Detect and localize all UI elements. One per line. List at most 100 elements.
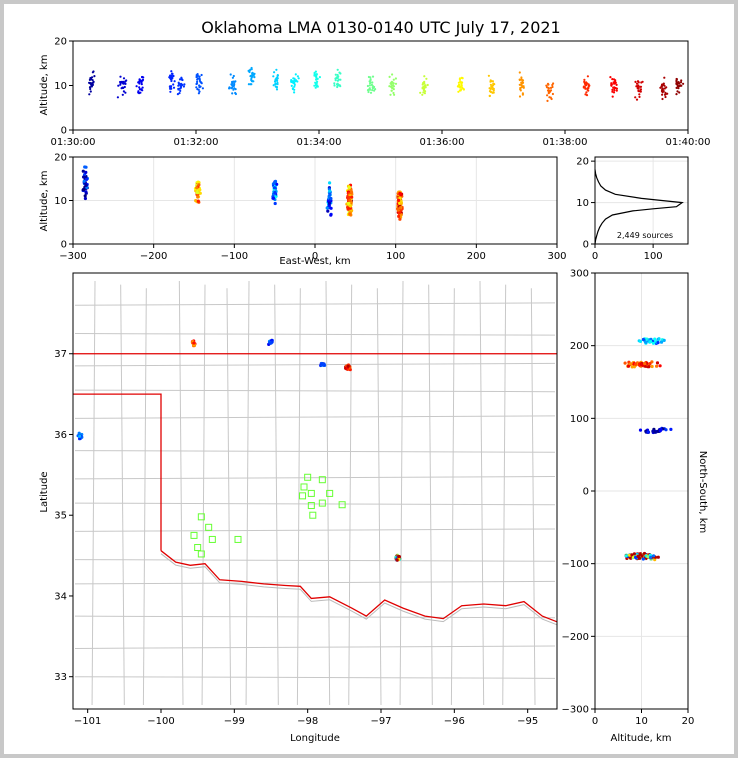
source-point <box>396 207 400 211</box>
source-point <box>336 68 339 71</box>
county-line <box>160 553 558 626</box>
y-tick-label: −200 <box>562 632 589 643</box>
source-point <box>84 165 88 169</box>
source-point <box>346 364 350 368</box>
source-point <box>368 84 371 87</box>
lma-station-marker <box>309 511 317 519</box>
x-tick-label: 01:30:00 <box>51 137 96 148</box>
county-line <box>226 288 232 706</box>
source-point <box>551 85 554 89</box>
source-point <box>333 82 336 85</box>
source-point <box>637 89 640 92</box>
source-point <box>251 71 254 74</box>
source-point <box>141 86 144 89</box>
source-point <box>459 89 462 92</box>
y-axis-label: North-South, km <box>697 451 708 534</box>
county-line <box>296 288 301 706</box>
y-tick-label: 100 <box>570 414 589 425</box>
source-point <box>329 213 333 217</box>
source-point <box>333 84 336 87</box>
source-point <box>93 75 96 78</box>
source-point <box>680 79 683 82</box>
y-tick-label: 33 <box>54 672 67 683</box>
source-count-label: 2,449 sources <box>617 231 673 240</box>
source-point <box>634 555 638 560</box>
source-point <box>634 96 637 99</box>
x-tick-label: 300 <box>547 251 566 262</box>
source-point <box>626 364 631 368</box>
source-point <box>644 340 648 344</box>
source-point <box>652 554 656 558</box>
source-point <box>371 84 374 87</box>
source-point <box>614 81 617 84</box>
state-border <box>73 393 162 551</box>
source-point <box>275 182 279 186</box>
source-point <box>234 88 237 91</box>
source-point <box>655 364 659 368</box>
source-point <box>397 554 401 559</box>
source-point <box>271 196 276 200</box>
lma-station-marker <box>318 476 326 484</box>
source-point <box>274 82 277 85</box>
source-point <box>196 195 200 199</box>
source-point <box>296 75 299 78</box>
county-line <box>399 280 404 706</box>
east-west-altitude-plot: −300 −200 −100 0 100 200 300 0 10 20 East-West, km… <box>39 153 567 268</box>
county-line <box>530 288 536 706</box>
source-point <box>182 85 185 88</box>
source-point <box>90 85 93 88</box>
source-point <box>348 212 352 216</box>
source-point <box>334 73 337 76</box>
source-point <box>78 434 82 438</box>
source-point <box>176 93 179 96</box>
source-point <box>179 89 182 92</box>
source-point <box>169 74 172 77</box>
source-point <box>170 70 173 73</box>
source-point <box>179 86 183 89</box>
source-point <box>582 85 586 88</box>
figure-title: Oklahoma LMA 0130-0140 UTC July 17, 2021 <box>201 18 560 37</box>
source-point <box>82 175 86 179</box>
x-tick-label: −200 <box>140 251 167 262</box>
source-point <box>275 68 278 71</box>
source-point <box>457 84 460 87</box>
source-point <box>347 195 351 200</box>
county-line <box>245 280 250 706</box>
source-point <box>421 87 424 90</box>
source-point <box>124 91 127 94</box>
source-point <box>675 93 678 96</box>
source-point <box>119 75 122 78</box>
source-point <box>458 78 461 81</box>
source-point <box>329 206 333 210</box>
source-point <box>371 89 374 92</box>
source-point <box>398 217 402 221</box>
source-point <box>250 83 253 86</box>
altitude-histogram-plot: 0 100 0 10 20 <box>576 156 689 262</box>
source-point <box>584 87 587 90</box>
y-tick-label: 20 <box>576 157 589 168</box>
source-point <box>201 87 204 90</box>
lma-station-marker <box>304 473 312 481</box>
source-point <box>664 91 667 94</box>
source-point <box>637 84 640 87</box>
source-point <box>630 553 634 557</box>
source-point <box>643 364 647 368</box>
source-point <box>121 93 124 96</box>
y-axis-label: Latitude <box>39 471 50 512</box>
source-point <box>371 75 375 78</box>
source-point <box>518 78 521 81</box>
source-point <box>329 196 333 201</box>
source-point <box>234 91 237 95</box>
source-point <box>521 93 525 96</box>
source-point <box>135 85 138 88</box>
county-line <box>325 280 331 706</box>
source-point <box>192 341 196 345</box>
y-tick-label: 20 <box>54 37 67 48</box>
source-point <box>169 78 172 81</box>
source-point <box>196 78 199 81</box>
source-point <box>635 98 639 101</box>
x-tick-label: 0 <box>592 716 598 727</box>
source-point <box>91 76 94 79</box>
source-point <box>459 86 462 89</box>
source-point <box>610 84 613 87</box>
